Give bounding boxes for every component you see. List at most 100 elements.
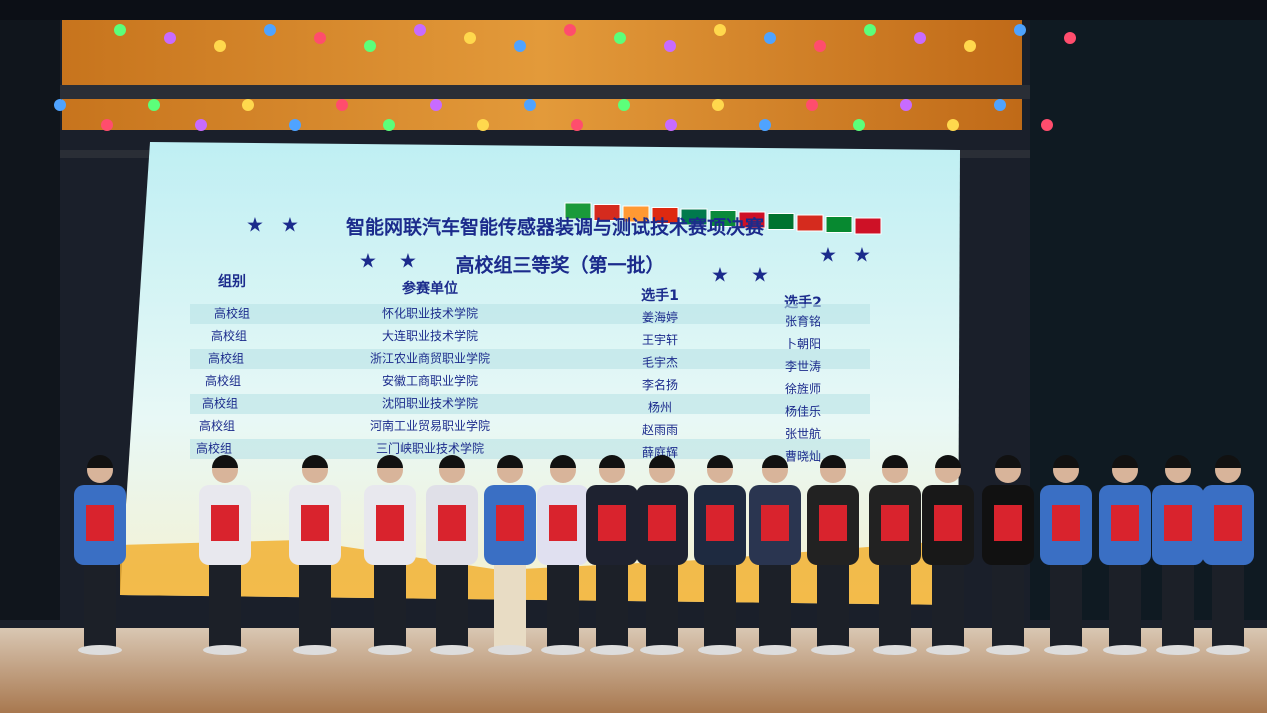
light	[242, 99, 254, 111]
light	[524, 99, 536, 111]
star: ★	[853, 243, 871, 267]
star: ★	[711, 263, 729, 287]
shoes	[873, 645, 917, 655]
certificate	[211, 505, 239, 541]
certificate	[994, 505, 1022, 541]
light	[994, 99, 1006, 111]
hair	[649, 455, 675, 468]
legs	[374, 555, 406, 650]
hair	[439, 455, 465, 468]
table-cell: 高校组	[211, 328, 247, 343]
flag	[796, 214, 824, 232]
table-cell: 张育铭	[785, 314, 821, 329]
certificate	[376, 505, 404, 541]
hair	[550, 455, 576, 468]
shoes	[430, 645, 474, 655]
light	[289, 119, 301, 131]
shoes	[293, 645, 337, 655]
light	[383, 119, 395, 131]
legs	[299, 555, 331, 650]
legs	[596, 555, 628, 650]
light	[54, 99, 66, 111]
legs	[992, 555, 1024, 650]
certificate	[934, 505, 962, 541]
hair	[1215, 455, 1241, 468]
hair	[87, 455, 113, 468]
light	[947, 119, 959, 131]
table-cell: 卜朝阳	[785, 337, 821, 351]
table-header: 组别	[218, 273, 246, 290]
certificate	[819, 505, 847, 541]
hair	[1112, 455, 1138, 468]
shoes	[590, 645, 634, 655]
hair	[1165, 455, 1191, 468]
light	[712, 99, 724, 111]
flag	[854, 217, 882, 235]
flag	[709, 210, 737, 227]
shoes	[1103, 645, 1147, 655]
legs	[547, 555, 579, 650]
light	[900, 99, 912, 111]
light	[618, 99, 630, 111]
table-cell: 怀化职业技术学院	[382, 306, 478, 321]
table-cell: 赵雨雨	[642, 423, 678, 437]
legs	[704, 555, 736, 650]
legs	[646, 555, 678, 650]
row-band	[190, 439, 870, 459]
certificate	[549, 505, 577, 541]
flags	[564, 202, 882, 235]
legs	[436, 555, 468, 650]
flag	[738, 211, 766, 229]
table-header: 参赛单位	[402, 280, 458, 297]
certificate	[301, 505, 329, 541]
certificate	[706, 505, 734, 541]
table-cell: 姜海婷	[642, 310, 678, 325]
light	[853, 119, 865, 131]
shoes	[541, 645, 585, 655]
table-cell: 毛宇杰	[642, 356, 678, 370]
shoes	[1156, 645, 1200, 655]
flag	[680, 208, 708, 226]
light	[148, 99, 160, 111]
hair	[935, 455, 961, 468]
screen-subtitle: 高校组三等奖（第一批）	[455, 254, 664, 277]
star: ★	[399, 249, 417, 273]
light	[336, 99, 348, 111]
certificate	[86, 505, 114, 541]
shoes	[1206, 645, 1250, 655]
table-cell: 李世涛	[785, 359, 821, 374]
light	[759, 119, 771, 131]
stage-lights	[54, 24, 1076, 131]
shoes	[926, 645, 970, 655]
hair	[212, 455, 238, 468]
table-cell: 大连职业技术学院	[382, 328, 478, 343]
table-cell: 曹晓灿	[785, 450, 821, 464]
certificate	[1214, 505, 1242, 541]
legs	[1162, 555, 1194, 650]
table-cell: 高校组	[208, 351, 244, 366]
curtain	[62, 0, 1022, 130]
table-cell: 薛庭辉	[642, 445, 678, 460]
legs	[209, 555, 241, 650]
light	[314, 32, 326, 44]
light	[664, 40, 676, 52]
legs	[84, 555, 116, 650]
flag	[767, 213, 795, 230]
hair	[377, 455, 403, 468]
light	[464, 32, 476, 44]
light	[195, 119, 207, 131]
certificate	[598, 505, 626, 541]
table-cell: 高校组	[205, 373, 241, 388]
shoes	[78, 645, 122, 655]
light	[806, 99, 818, 111]
light	[477, 119, 489, 131]
table-cell: 张世航	[785, 426, 821, 441]
table-cell: 高校组	[196, 441, 232, 456]
truss	[55, 85, 1030, 99]
table-cell: 高校组	[199, 418, 235, 433]
light	[114, 24, 126, 36]
light	[1041, 119, 1053, 131]
hair	[497, 455, 523, 468]
legs	[1212, 555, 1244, 650]
